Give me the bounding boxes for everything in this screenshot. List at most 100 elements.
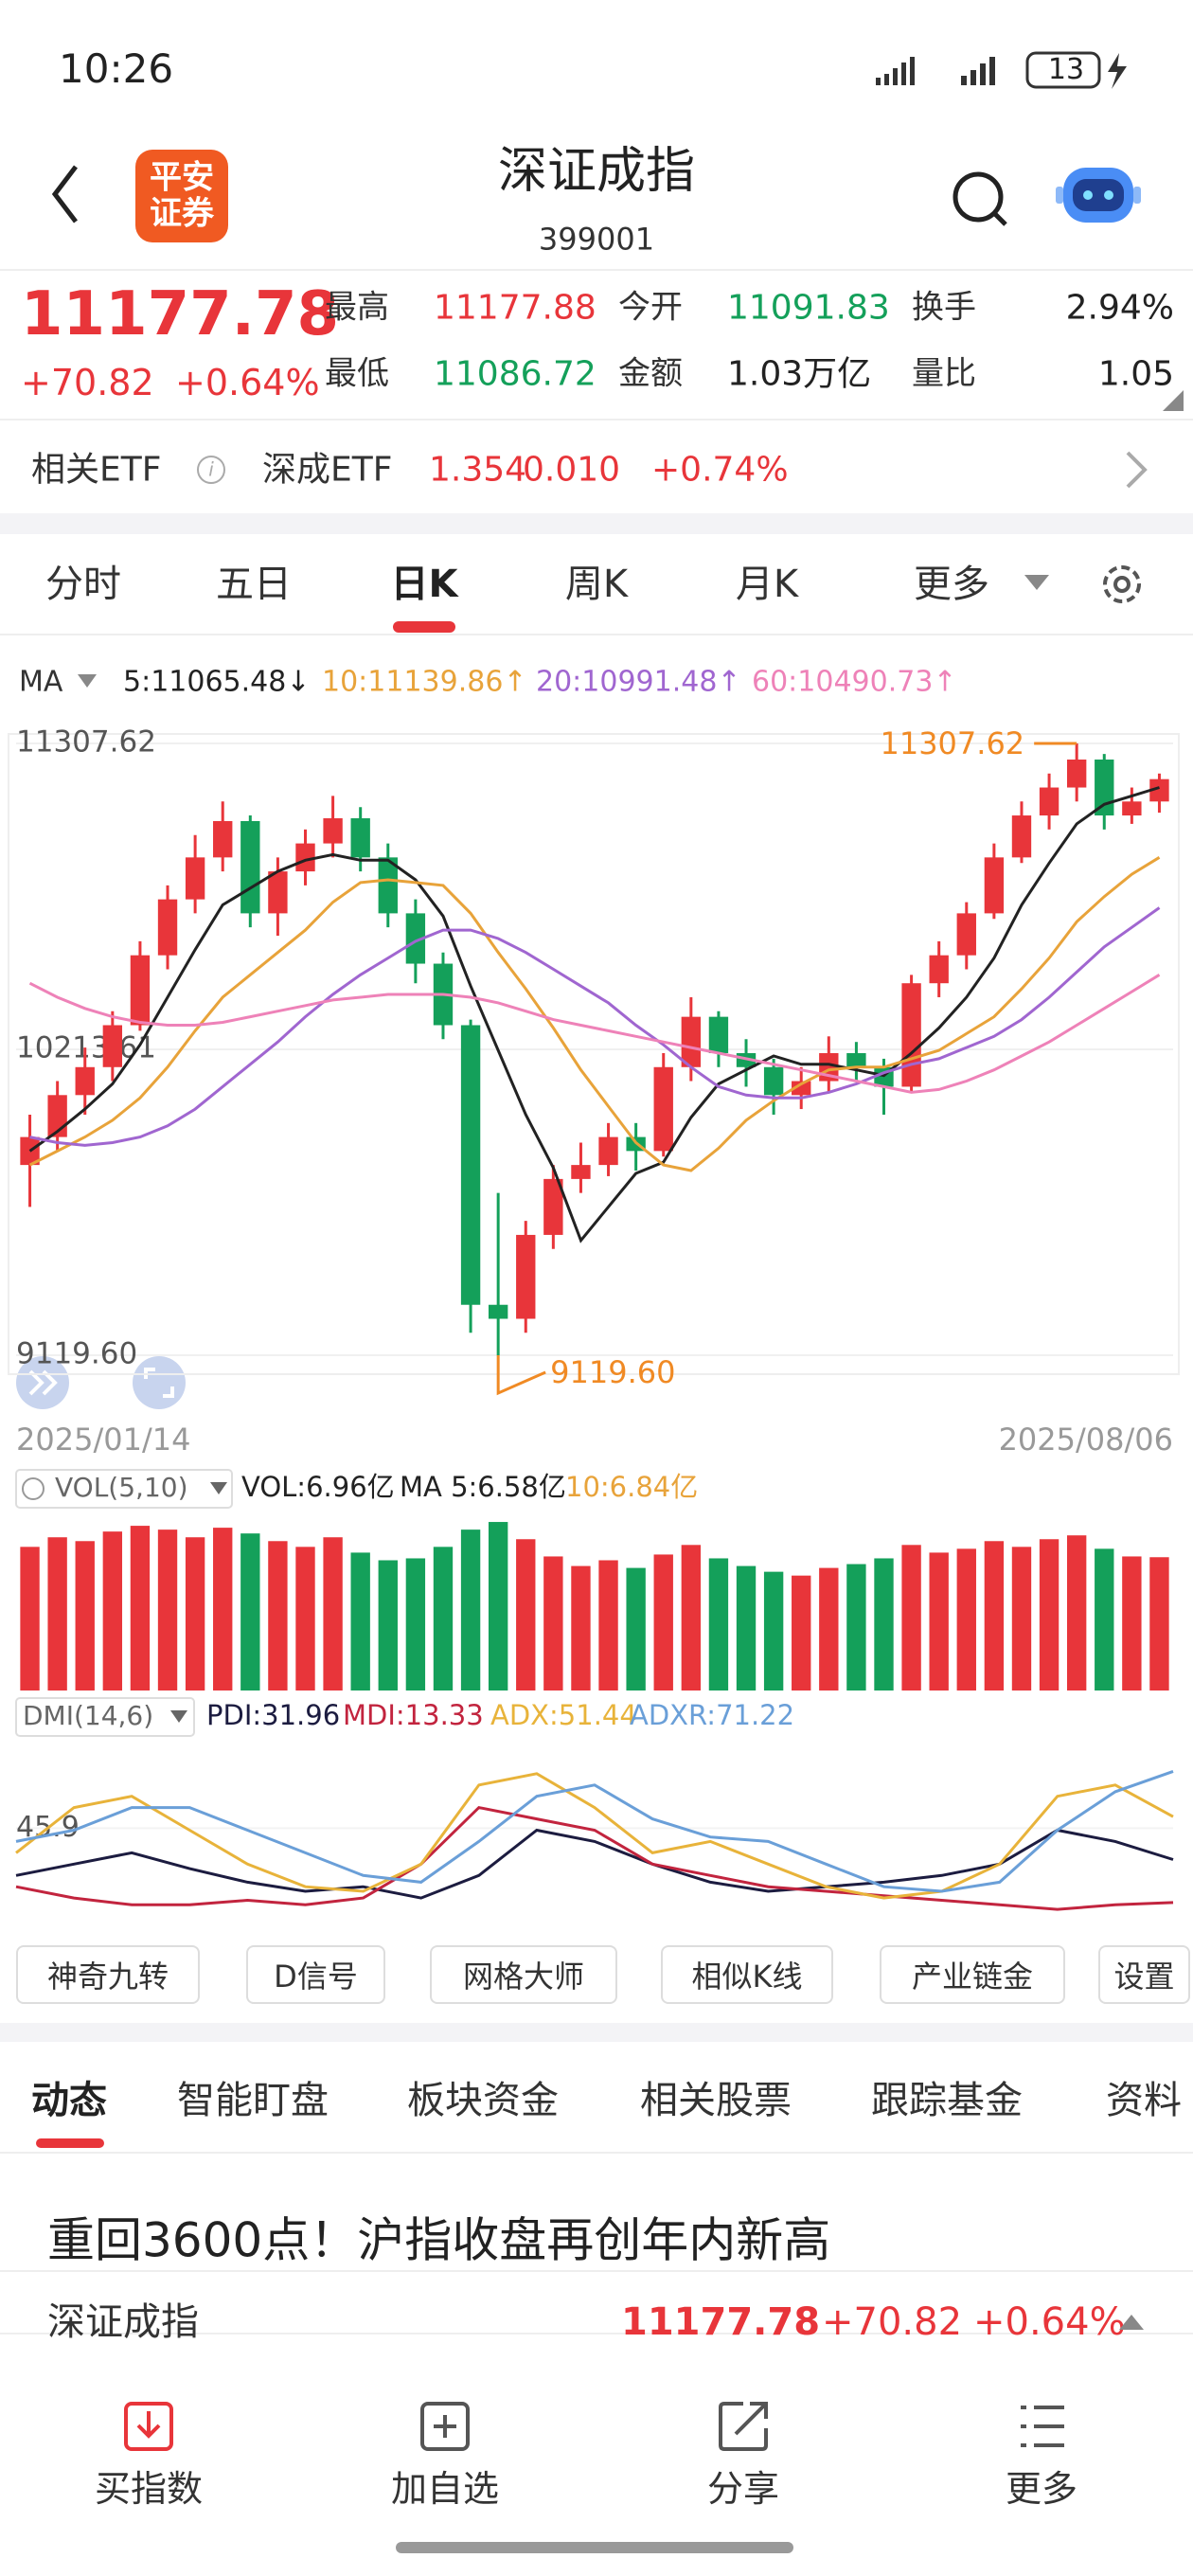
field-value: 1.03万亿 [727,354,872,394]
tool-button[interactable]: 神奇九转 [16,1945,200,2004]
nav-label[interactable]: 加自选 [390,2468,499,2511]
volume-bar [433,1547,454,1690]
field-label: 今开 [618,288,683,327]
volume-bar [20,1547,40,1690]
nav-icons [124,2402,1064,2451]
tool-button[interactable]: 网格大师 [430,1945,617,2004]
news-tab[interactable]: 智能盯盘 [177,2079,329,2122]
period-tab[interactable]: 月K [735,563,799,606]
volume-bar [1095,1548,1114,1690]
volume-bar [763,1571,784,1690]
news-tab[interactable]: 跟踪基金 [871,2079,1023,2122]
plot-frame [8,733,1180,1375]
field-label: 金额 [618,354,683,393]
quote-bar[interactable] [0,2270,1193,2334]
status-time: 10:26 [59,45,174,92]
dmi-legend: ADXR:71.22 [630,1699,794,1731]
news-tab-active[interactable]: 动态 [31,2079,107,2122]
expand-corner[interactable] [1163,390,1184,411]
period-tab[interactable]: 更多 [914,563,989,606]
candle-body [268,871,288,914]
chevron[interactable] [1122,449,1150,491]
bar-percent: +0.64% [973,2300,1126,2344]
nav-icon[interactable] [1021,2406,1064,2447]
news-headline[interactable]: 重回3600点！沪指收盘再创年内新高 [47,2212,831,2268]
bar-name: 深证成指 [47,2300,199,2344]
indicator-legend: VOL:6.96亿 [241,1471,395,1503]
nav-icon[interactable] [124,2402,173,2451]
volume-bar [488,1522,508,1690]
ma-line [28,974,1161,1094]
fullscreen-icon [144,1368,174,1398]
tool-button[interactable]: 设置 [1098,1945,1190,2004]
field-value: 11091.83 [727,288,890,328]
divider [0,2152,1193,2154]
index-title: 深证成指 [497,143,695,201]
period-tab[interactable]: 分时 [45,563,121,606]
candle-body [323,818,343,844]
bar-change: +70.82 [822,2300,963,2344]
tool-button[interactable]: 相似K线 [661,1945,833,2004]
etf-price: 1.354 [429,450,527,490]
nav-icon[interactable] [719,2402,768,2451]
nav-label[interactable]: 分享 [706,2468,779,2511]
search-button[interactable] [947,166,1013,232]
info-icon[interactable]: i [195,454,227,486]
period-tab[interactable]: 周K [564,563,629,606]
candle-body [763,1066,784,1096]
indicator-name: VOL(5,10) [55,1472,188,1503]
candle-body [295,843,315,872]
field-label: 最低 [325,354,389,393]
back-button[interactable] [47,161,85,227]
volume-bar [130,1526,151,1690]
dropdown-arrow[interactable] [78,674,97,688]
volume-bar [736,1565,757,1690]
volume-bar [626,1567,646,1690]
ma-legend-title[interactable]: MA [19,666,63,699]
settings-gear[interactable] [1098,561,1146,608]
candle-body [378,857,398,914]
news-tab[interactable]: 资料 [1106,2079,1182,2122]
battery-level: 13 [1047,52,1085,86]
volume-bar [819,1567,839,1690]
news-tab[interactable]: 板块资金 [407,2079,559,2122]
field-label: 最高 [325,288,389,327]
candle-body [240,820,260,914]
nav-icon[interactable] [420,2402,470,2451]
indicator-box[interactable] [15,1697,195,1737]
collapse-arrow[interactable] [1117,2311,1146,2332]
tool-button[interactable]: 产业链金 [880,1945,1065,2004]
candle-body [350,818,370,858]
candle-body [1066,760,1087,788]
period-tab[interactable]: 五日 [216,563,292,606]
nav-label[interactable]: 更多 [1005,2468,1077,2511]
fullscreen-button[interactable] [133,1356,186,1409]
divider [0,419,1193,420]
etf-percent: +0.74% [651,450,789,490]
tool-button[interactable]: D信号 [246,1945,385,2004]
volume-bar [102,1531,123,1690]
candle-body [984,857,1005,914]
volume-bar [901,1545,921,1690]
indicator-box[interactable] [15,1469,233,1509]
candle-body [405,913,426,964]
news-tab[interactable]: 相关股票 [640,2079,792,2122]
period-tab-active[interactable]: 日K [390,563,458,606]
annotation-label: 11307.62 [880,725,1024,761]
nav-label[interactable]: 买指数 [94,2468,203,2511]
volume-bar [213,1528,233,1690]
dmi-line [15,1828,1174,1900]
etf-name[interactable]: 深成ETF [262,450,393,490]
dropdown-arrow[interactable] [1023,573,1051,592]
nav-icon [434,2415,456,2438]
dropdown-arrow [210,1482,227,1494]
bar-price: 11177.78 [621,2300,821,2344]
ma-legend: 5:11065.48↓ [123,666,310,699]
dropdown-arrow [170,1710,187,1723]
assistant-button[interactable] [1056,156,1141,232]
logo-text: 证券 [150,194,214,233]
etf-change: 0.010 [523,450,621,490]
indicator-name: DMI(14,6) [23,1700,153,1731]
candle-body [681,1016,702,1067]
x-tick-label: 2025/01/14 [16,1422,190,1458]
